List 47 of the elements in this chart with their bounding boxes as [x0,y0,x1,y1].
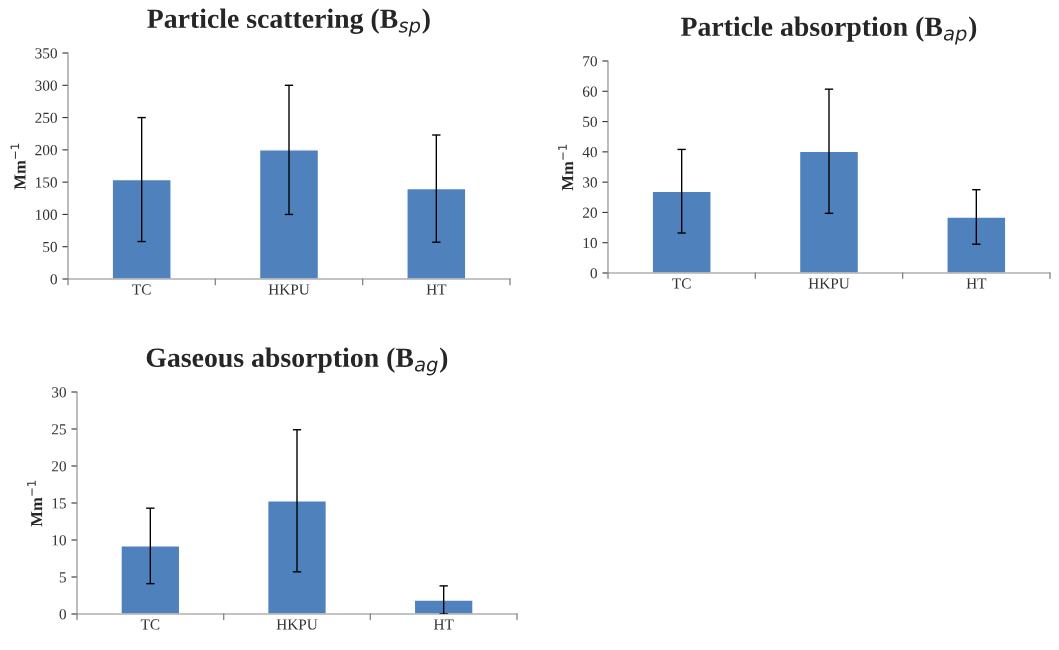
y-tick-label: 5 [59,572,66,583]
chart-title: Particle scattering (B$_{sp}$) [147,8,430,37]
bar [651,190,712,273]
y-tick-label: 50 [43,241,57,253]
y-tick-label: 30 [583,177,597,188]
x-tick-label: TC [140,619,160,630]
y-tick-label: 0 [590,268,597,279]
y-tick-label: 300 [35,80,57,91]
x-tick-label: HKPU [268,284,310,295]
chart-title: Particle absorption (B$_{ap}$) [681,16,977,45]
bar [406,187,467,279]
y-tick-label: 50 [583,116,597,128]
bar [111,178,172,279]
y-tick-label: 20 [582,207,597,218]
y-tick-label: 20 [51,461,66,472]
y-tick-label: 250 [35,112,57,124]
x-tick-label: TC [672,278,691,289]
x-tick-label: HT [426,284,447,295]
y-tick-label: 0 [59,609,66,620]
bar [266,500,328,614]
x-tick-label: HKPU [276,619,318,630]
bar [413,599,474,614]
y-tick-label: 150 [36,177,57,188]
y-tick-label: 30 [52,387,66,398]
y-tick-label: 350 [35,48,57,59]
bar [946,216,1007,273]
x-tick-label: TC [132,284,151,295]
bar [798,150,860,273]
y-tick-label: 60 [582,86,597,97]
x-tick-label: HT [966,278,987,289]
y-tick-label: 200 [35,145,57,156]
x-tick-label: HT [433,619,454,630]
y-tick-label: 100 [36,209,57,220]
y-tick-label: 25 [51,424,66,435]
bar [258,149,320,279]
y-axis-title: Mm$^{−1}$ [10,143,26,190]
y-tick-label: 70 [583,56,597,67]
chart-title: Gaseous absorption (B$_{ag}$) [146,347,448,376]
y-axis-title: Mm$^{−1}$ [27,480,43,527]
y-tick-label: 10 [52,535,66,546]
x-tick-label: HKPU [808,278,850,289]
y-tick-label: 40 [582,147,597,158]
y-axis-title: Mm$^{−1}$ [558,144,574,191]
y-tick-label: 0 [50,274,57,285]
y-tick-label: 15 [52,498,66,509]
y-tick-label: 10 [583,237,597,249]
bar [120,545,181,614]
